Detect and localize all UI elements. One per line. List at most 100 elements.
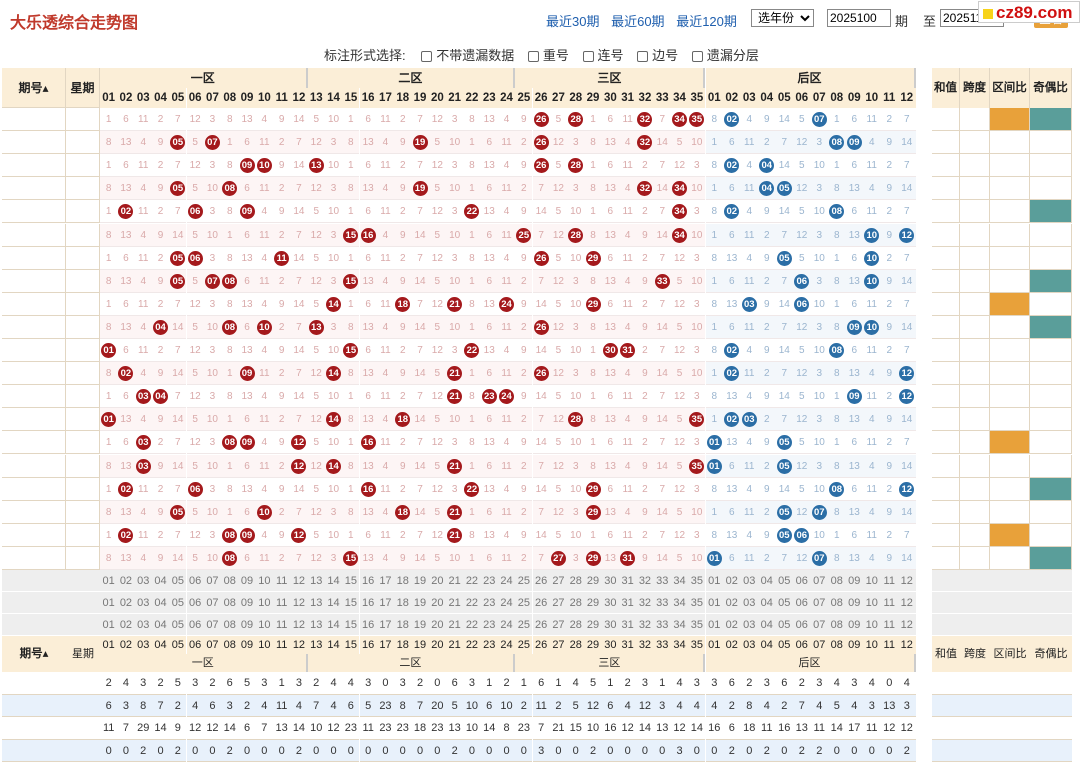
preselect-number[interactable]: 03 [134, 592, 152, 614]
preselect-number[interactable]: 06 [186, 592, 204, 614]
preselect-number[interactable]: 35 [688, 570, 706, 592]
preselect-number[interactable]: 12 [290, 570, 308, 592]
preselect-number[interactable]: 07 [203, 614, 222, 636]
preselect-number[interactable]: 26 [532, 614, 550, 636]
preselect-number[interactable]: 07 [203, 570, 222, 592]
preselect-number[interactable]: 17 [376, 592, 395, 614]
preselect-number[interactable]: 15 [342, 614, 360, 636]
preselect-number[interactable]: 26 [532, 570, 550, 592]
link-recent-30[interactable]: 最近30期 [546, 14, 600, 29]
preselect-number[interactable]: 10 [255, 570, 273, 592]
preselect-number[interactable]: 06 [186, 614, 204, 636]
preselect-number[interactable]: 29 [584, 614, 602, 636]
preselect-number[interactable]: 29 [584, 592, 602, 614]
preselect-number[interactable]: 30 [601, 570, 619, 592]
preselect-number[interactable]: 14 [324, 614, 343, 636]
preselect-number[interactable]: 33 [653, 592, 671, 614]
preselect-number[interactable]: 09 [845, 614, 863, 636]
link-recent-120[interactable]: 最近120期 [676, 14, 737, 29]
preselect-number[interactable]: 08 [828, 570, 846, 592]
preselect-number[interactable]: 01 [100, 592, 118, 614]
preselect-number[interactable]: 33 [653, 614, 671, 636]
preselect-number[interactable]: 24 [497, 614, 516, 636]
preselect-number[interactable]: 01 [100, 614, 118, 636]
preselect-number[interactable]: 02 [117, 614, 135, 636]
preselect-number[interactable]: 23 [480, 592, 498, 614]
preselect-number[interactable]: 21 [446, 570, 464, 592]
preselect-number[interactable]: 31 [619, 592, 637, 614]
preselect-number[interactable]: 06 [793, 592, 811, 614]
preselect-number[interactable]: 04 [151, 570, 170, 592]
preselect-number[interactable]: 07 [810, 614, 828, 636]
preselect-number[interactable]: 30 [601, 614, 619, 636]
preselect-number[interactable]: 22 [463, 570, 481, 592]
preselect-number[interactable]: 03 [740, 570, 758, 592]
preselect-number[interactable]: 05 [775, 614, 793, 636]
preselect-number[interactable]: 09 [845, 592, 863, 614]
preselect-number[interactable]: 16 [359, 570, 377, 592]
issue-header[interactable]: 期号▴ [2, 68, 66, 108]
preselect-number[interactable]: 02 [723, 614, 741, 636]
preselect-number[interactable]: 28 [567, 592, 585, 614]
option-layered[interactable]: 遗漏分层 [691, 48, 759, 63]
preselect-number[interactable]: 32 [636, 614, 654, 636]
preselect-number[interactable]: 08 [221, 570, 239, 592]
preselect-number[interactable]: 01 [100, 570, 118, 592]
preselect-number[interactable]: 04 [758, 592, 776, 614]
preselect-number[interactable]: 33 [653, 570, 671, 592]
preselect-number[interactable]: 09 [238, 614, 256, 636]
preselect-number[interactable]: 11 [273, 592, 291, 614]
preselect-number[interactable]: 20 [428, 592, 446, 614]
preselect-number[interactable]: 06 [793, 570, 811, 592]
footer-issue-header[interactable]: 期号▴ [2, 636, 66, 672]
checkbox-icon[interactable] [637, 51, 649, 63]
preselect-number[interactable]: 34 [670, 614, 689, 636]
preselect-number[interactable]: 32 [636, 570, 654, 592]
preselect-number[interactable]: 03 [134, 570, 152, 592]
preselect-number[interactable]: 11 [273, 614, 291, 636]
preselect-number[interactable]: 22 [463, 592, 481, 614]
from-issue-input[interactable] [827, 9, 891, 27]
preselect-number[interactable]: 06 [186, 570, 204, 592]
preselect-number[interactable]: 05 [775, 592, 793, 614]
preselect-number[interactable]: 07 [810, 570, 828, 592]
preselect-number[interactable]: 28 [567, 614, 585, 636]
option-edge[interactable]: 边号 [637, 48, 678, 63]
preselect-number[interactable]: 06 [793, 614, 811, 636]
preselect-number[interactable]: 12 [898, 592, 916, 614]
preselect-number[interactable]: 26 [532, 592, 550, 614]
preselect-number[interactable]: 34 [670, 570, 689, 592]
preselect-number[interactable]: 28 [567, 570, 585, 592]
preselect-number[interactable]: 35 [688, 592, 706, 614]
preselect-number[interactable]: 10 [255, 592, 273, 614]
preselect-number[interactable]: 20 [428, 614, 446, 636]
preselect-number[interactable]: 08 [221, 592, 239, 614]
preselect-number[interactable]: 27 [549, 592, 568, 614]
preselect-number[interactable]: 23 [480, 570, 498, 592]
preselect-number[interactable]: 09 [845, 570, 863, 592]
preselect-number[interactable]: 18 [394, 592, 412, 614]
preselect-number[interactable]: 24 [497, 570, 516, 592]
preselect-number[interactable]: 02 [723, 592, 741, 614]
preselect-number[interactable]: 12 [290, 614, 308, 636]
preselect-number[interactable]: 25 [515, 592, 533, 614]
preselect-number[interactable]: 24 [497, 592, 516, 614]
preselect-number[interactable]: 10 [863, 570, 881, 592]
preselect-number[interactable]: 05 [169, 614, 187, 636]
preselect-number[interactable]: 30 [601, 592, 619, 614]
preselect-number[interactable]: 03 [740, 592, 758, 614]
preselect-number[interactable]: 16 [359, 592, 377, 614]
preselect-number[interactable]: 01 [705, 570, 723, 592]
preselect-number[interactable]: 01 [705, 614, 723, 636]
preselect-number[interactable]: 11 [880, 592, 898, 614]
preselect-number[interactable]: 17 [376, 570, 395, 592]
preselect-number[interactable]: 10 [863, 592, 881, 614]
preselect-number[interactable]: 20 [428, 570, 446, 592]
preselect-number[interactable]: 04 [151, 614, 170, 636]
preselect-number[interactable]: 21 [446, 592, 464, 614]
preselect-number[interactable]: 07 [810, 592, 828, 614]
preselect-number[interactable]: 01 [705, 592, 723, 614]
preselect-number[interactable]: 13 [307, 614, 325, 636]
preselect-number[interactable]: 08 [828, 614, 846, 636]
preselect-number[interactable]: 14 [324, 570, 343, 592]
